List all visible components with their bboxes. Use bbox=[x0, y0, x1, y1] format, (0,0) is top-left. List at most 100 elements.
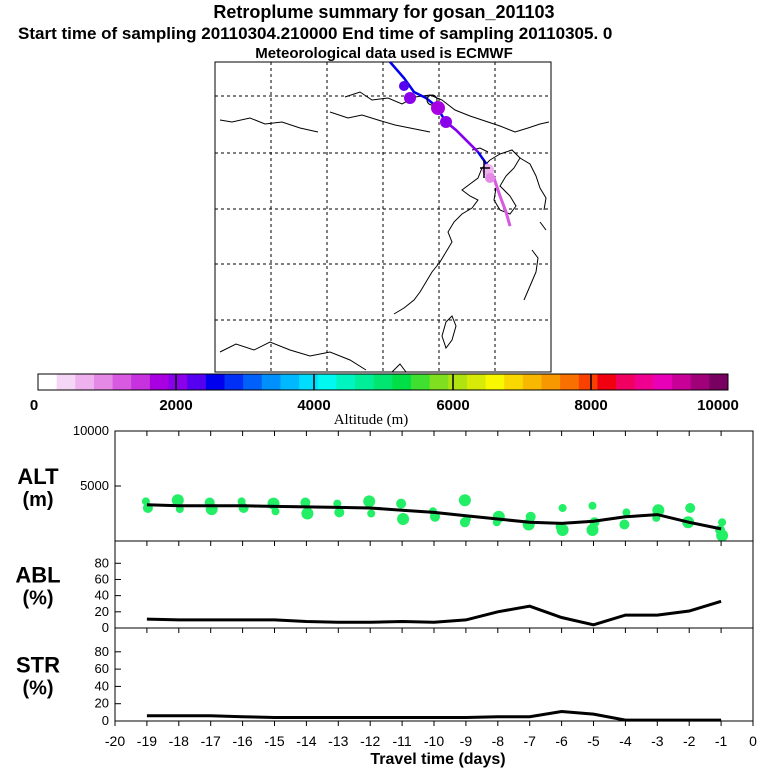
x-tick-label: -11 bbox=[392, 733, 411, 749]
altitude-point bbox=[459, 517, 470, 528]
colorbar-swatch bbox=[336, 374, 356, 390]
y-tick-label: 0 bbox=[102, 620, 109, 635]
colorbar-tick-label: 10000 bbox=[697, 397, 739, 414]
x-tick-label: -5 bbox=[587, 733, 600, 749]
panel-label: ABL bbox=[15, 563, 60, 588]
colorbar-swatch bbox=[541, 374, 561, 390]
altitude-point bbox=[619, 519, 630, 530]
x-tick-label: -17 bbox=[201, 733, 221, 749]
colorbar-swatch bbox=[392, 374, 412, 390]
x-tick-label: -7 bbox=[523, 733, 536, 749]
colorbar-swatch bbox=[597, 374, 617, 390]
panel-str: 80 60 40 20 0 STR(%) bbox=[16, 627, 754, 728]
colorbar-swatch bbox=[429, 374, 449, 390]
colorbar-tick-label: 6000 bbox=[436, 397, 469, 414]
colorbar-swatch bbox=[504, 374, 524, 390]
colorbar-swatch bbox=[410, 374, 431, 390]
sampling-times: Start time of sampling 20110304.210000 E… bbox=[18, 24, 613, 43]
x-tick-label: -3 bbox=[651, 733, 664, 749]
colorbar-swatch bbox=[616, 374, 636, 390]
colorbar-swatch bbox=[299, 374, 319, 390]
x-tick-label: -2 bbox=[683, 733, 696, 749]
x-tick-label: 0 bbox=[749, 733, 757, 749]
colorbar-swatch bbox=[112, 374, 132, 390]
colorbar-swatch bbox=[56, 374, 76, 390]
y-tick-label: 40 bbox=[95, 588, 109, 603]
colorbar-frame bbox=[37, 373, 729, 391]
altitude-point bbox=[333, 499, 342, 508]
altitude-point bbox=[430, 511, 440, 522]
x-axis-label: Travel time (days) bbox=[370, 751, 505, 768]
altitude-point bbox=[271, 507, 280, 516]
altitude-point bbox=[334, 507, 345, 518]
colorbar-swatch bbox=[373, 374, 393, 390]
altitude-point bbox=[367, 509, 376, 518]
colorbar-swatch bbox=[75, 374, 95, 390]
altitude-point bbox=[171, 494, 184, 507]
series-line-STR bbox=[146, 709, 722, 722]
colorbar-swatch bbox=[317, 374, 337, 390]
altitude-point bbox=[458, 494, 471, 507]
x-tick-label: -1 bbox=[715, 733, 728, 749]
altitude-point bbox=[586, 524, 599, 536]
altitude-point bbox=[363, 495, 376, 508]
colorbar-tick-label: 2000 bbox=[159, 397, 192, 414]
colorbar-swatch bbox=[168, 374, 188, 390]
altitude-point bbox=[556, 524, 569, 536]
colorbar-swatch bbox=[709, 374, 729, 390]
y-tick-label: 5000 bbox=[80, 478, 109, 493]
y-tick-label: 20 bbox=[95, 696, 109, 711]
x-tick-label: -8 bbox=[492, 733, 505, 749]
altitude-point bbox=[622, 508, 631, 517]
x-tick-label: -13 bbox=[328, 733, 348, 749]
colorbar-swatch bbox=[653, 374, 673, 390]
colorbar-swatch bbox=[149, 374, 170, 390]
x-tick-label: -9 bbox=[460, 733, 473, 749]
panel-label: ALT bbox=[17, 464, 59, 489]
altitude-point bbox=[652, 504, 665, 517]
colorbar-swatch bbox=[93, 374, 114, 390]
y-tick-label: 10000 bbox=[73, 423, 109, 438]
panel-alt: 10000 5000 ALT(m) bbox=[17, 423, 754, 542]
x-tick-label: -19 bbox=[137, 733, 157, 749]
colorbar-tick-label: 0 bbox=[30, 397, 38, 414]
map-grid bbox=[215, 62, 551, 372]
x-tick-label: -16 bbox=[232, 733, 252, 749]
trajectory-map bbox=[214, 61, 552, 373]
colorbar-swatch bbox=[672, 374, 692, 390]
colorbar-swatch bbox=[187, 374, 207, 390]
altitude-point bbox=[397, 513, 410, 525]
x-tick-label: -20 bbox=[105, 733, 125, 749]
panel-unit: (%) bbox=[22, 678, 53, 700]
colorbar-tick-label: 4000 bbox=[297, 397, 330, 414]
colorbar-swatch bbox=[243, 374, 263, 390]
colorbar-swatch bbox=[690, 374, 710, 390]
colorbar-swatch bbox=[131, 374, 151, 390]
altitude-point bbox=[558, 504, 567, 512]
colorbar-swatch bbox=[485, 374, 505, 390]
altitude-point bbox=[685, 503, 696, 513]
series-line-ABL bbox=[146, 599, 722, 627]
coastlines bbox=[219, 91, 550, 373]
colorbar-swatch bbox=[522, 374, 543, 390]
colorbar-swatch bbox=[578, 374, 598, 390]
colorbar-swatch bbox=[466, 374, 487, 390]
panel-unit: (m) bbox=[22, 489, 53, 511]
panel-label: STR bbox=[16, 653, 60, 678]
y-tick-label: 60 bbox=[95, 661, 109, 676]
colorbar-swatch bbox=[261, 374, 281, 390]
colorbar-swatch bbox=[280, 374, 300, 390]
x-tick-label: -15 bbox=[264, 733, 284, 749]
altitude-point bbox=[301, 507, 314, 520]
x-tick-label: -14 bbox=[296, 733, 316, 749]
y-tick-label: 60 bbox=[95, 571, 109, 586]
panel-frame bbox=[114, 430, 754, 542]
x-tick-label: -6 bbox=[555, 733, 568, 749]
x-tick-label: -18 bbox=[169, 733, 189, 749]
altitude-point bbox=[588, 501, 597, 510]
colorbar-tick-label: 8000 bbox=[574, 397, 607, 414]
trajectory-path bbox=[389, 61, 512, 227]
altitude-point bbox=[718, 518, 727, 527]
y-tick-label: 0 bbox=[102, 713, 109, 728]
